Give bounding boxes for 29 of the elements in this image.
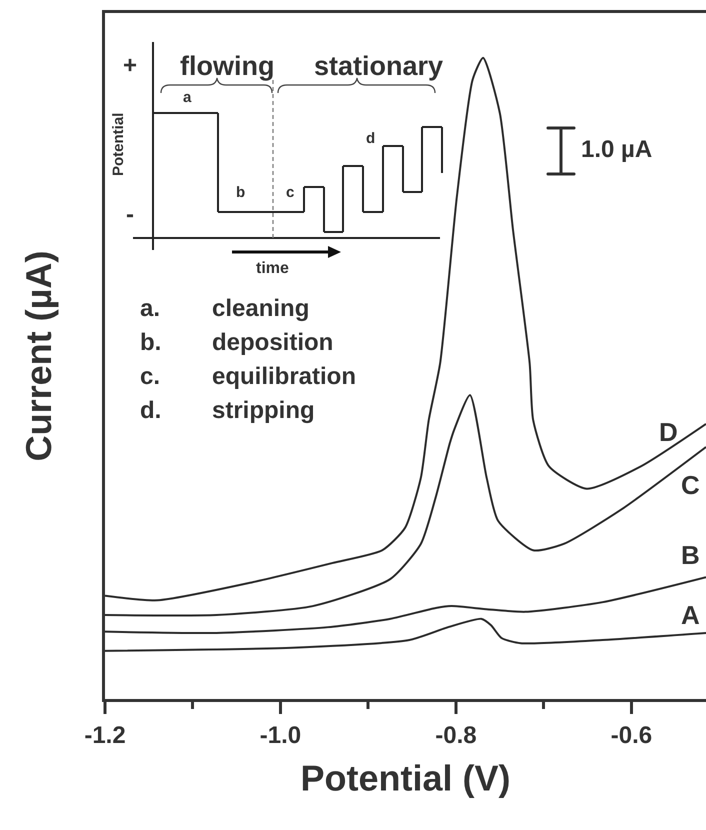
x-tick-label: -1.2 [84, 722, 126, 749]
annotation: equilibration [212, 363, 356, 390]
annotation: c. [140, 363, 160, 390]
series-label: C [681, 470, 700, 500]
y-axis-title: Current (µA) [18, 250, 59, 462]
annotation: b. [140, 329, 162, 356]
annotation: + [123, 52, 138, 79]
annotation: 1.0 µA [581, 136, 652, 163]
annotation: b [236, 184, 246, 201]
annotation: flowing [180, 51, 274, 81]
annotation: cleaning [212, 295, 310, 322]
annotation: - [126, 201, 134, 228]
series-label: B [681, 540, 700, 570]
annotation: stripping [212, 397, 315, 424]
series-label: A [681, 600, 700, 630]
annotation: d. [140, 397, 162, 424]
annotation: c [286, 184, 294, 201]
x-axis-title: Potential (V) [300, 758, 511, 798]
annotation: deposition [212, 329, 334, 356]
annotation: stationary [314, 51, 444, 81]
x-tick-label: -0.8 [435, 722, 477, 749]
annotation: a [183, 89, 192, 106]
annotation: time [256, 260, 289, 277]
series-label: D [659, 417, 678, 447]
annotation: Potential [110, 112, 127, 176]
x-tick-label: -1.0 [260, 722, 302, 749]
annotation: d [366, 130, 376, 147]
x-tick-label: -0.6 [610, 722, 652, 749]
annotation: a. [140, 295, 160, 322]
